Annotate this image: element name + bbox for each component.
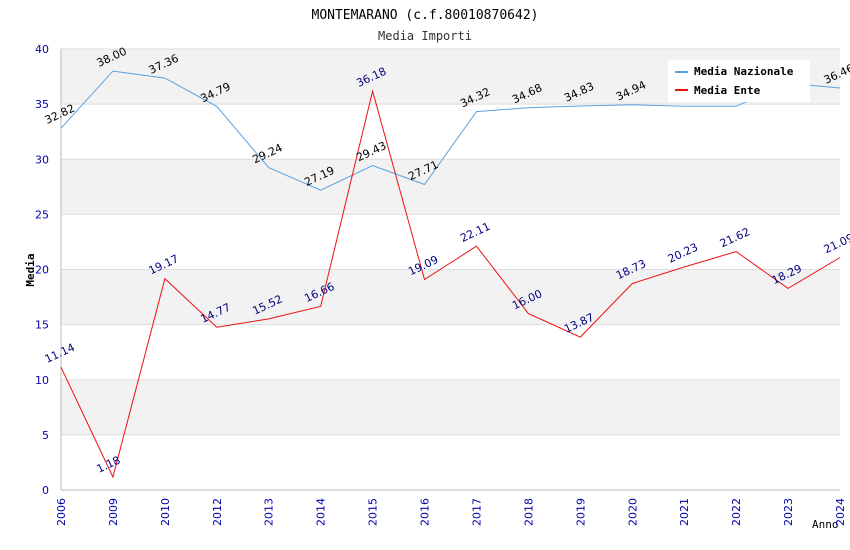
legend-label-media-ente: Media Ente	[694, 84, 761, 97]
x-tick-label: 2018	[522, 498, 535, 526]
y-tick-labels: 0 5 10 15 20 25 30 35 40	[35, 43, 49, 497]
legend-label-media-nazionale: Media Nazionale	[694, 65, 794, 78]
legend-box	[668, 60, 810, 102]
y-tick-label: 10	[35, 374, 49, 387]
data-label: 11.14	[43, 341, 77, 366]
x-tick-label: 2024	[834, 498, 847, 526]
y-tick-label: 35	[35, 98, 49, 111]
y-tick-label: 0	[42, 484, 49, 497]
series-lines	[60, 70, 841, 479]
plot-background-bands	[61, 49, 840, 435]
x-tick-label: 2017	[470, 498, 483, 526]
x-axis-title: Anno	[812, 518, 839, 531]
y-tick-label: 5	[42, 429, 49, 442]
y-tick-label: 25	[35, 208, 49, 221]
x-tick-label: 2016	[419, 498, 432, 526]
legend: Media Nazionale Media Ente	[668, 60, 810, 102]
x-tick-label: 2022	[730, 498, 743, 526]
series-line-media-nazionale	[60, 70, 841, 191]
y-tick-label: 20	[35, 264, 49, 277]
x-tick-label: 2014	[315, 498, 328, 526]
data-label: 22.11	[458, 220, 492, 245]
x-tick-label: 2020	[626, 498, 639, 526]
band	[61, 379, 840, 435]
chart-subtitle: Media Importi	[378, 29, 472, 43]
x-tick-label: 2012	[211, 498, 224, 526]
x-tick-labels: 2006 2009 2010 2012 2013 2014 2015 2016 2017 2018…	[55, 498, 847, 526]
data-label: 21.62	[718, 225, 752, 250]
data-label: 20.23	[666, 241, 700, 266]
y-tick-label: 15	[35, 319, 49, 332]
chart-title: MONTEMARANO (c.f.80010870642)	[312, 8, 539, 23]
band	[61, 159, 840, 215]
x-tick-label: 2015	[367, 498, 380, 526]
x-tick-label: 2010	[159, 498, 172, 526]
x-tick-label: 2021	[678, 498, 691, 526]
y-tick-label: 40	[35, 43, 49, 56]
y-tick-label: 30	[35, 153, 49, 166]
x-tick-label: 2023	[782, 498, 795, 526]
band	[61, 269, 840, 325]
data-label: 21.09	[822, 231, 850, 256]
series-line-media-ente	[60, 89, 841, 479]
x-tick-label: 2019	[574, 498, 587, 526]
y-axis-title: Media	[24, 253, 37, 286]
x-tick-label: 2006	[55, 498, 68, 526]
x-tick-label: 2009	[107, 498, 120, 526]
data-label: 1.18	[95, 454, 123, 476]
x-tick-label: 2013	[263, 498, 276, 526]
